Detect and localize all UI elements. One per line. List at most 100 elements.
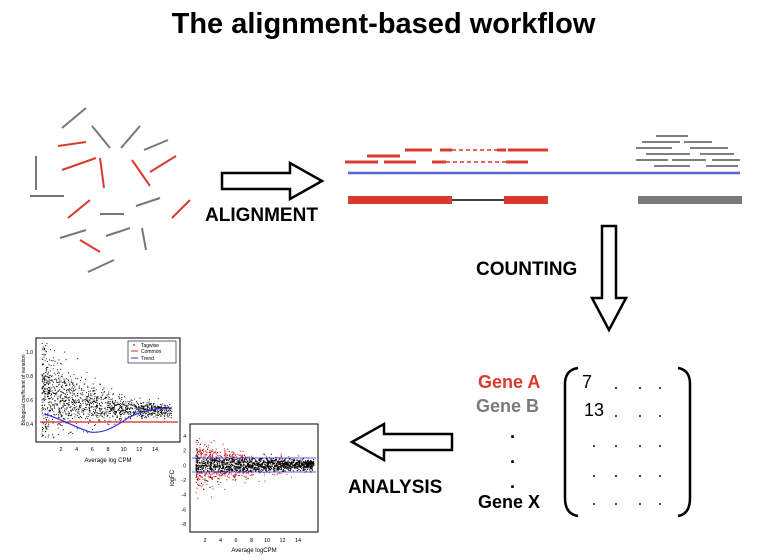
logfc-point <box>280 453 282 455</box>
tagwise-point <box>42 375 44 377</box>
tagwise-point <box>111 406 113 408</box>
tagwise-point <box>170 408 172 410</box>
tagwise-point <box>75 399 77 401</box>
tagwise-point <box>166 405 168 407</box>
tagwise-point <box>132 408 134 410</box>
tagwise-point <box>117 403 119 405</box>
tagwise-point <box>45 374 47 376</box>
tagwise-point <box>59 416 61 419</box>
tagwise-point <box>166 413 168 415</box>
logfc-point <box>205 455 207 457</box>
tagwise-point <box>77 415 79 417</box>
tagwise-point <box>121 398 123 400</box>
tagwise-point <box>153 412 155 415</box>
tagwise-point <box>119 409 121 411</box>
logfc-point <box>196 487 198 489</box>
tagwise-point <box>52 434 54 436</box>
logfc-point <box>279 462 281 464</box>
logfc-point <box>216 466 218 468</box>
tagwise-point <box>46 373 48 375</box>
x-tick-labels: 2 4 6 8 10 12 14 <box>59 447 158 453</box>
logfc-point <box>201 460 203 462</box>
logfc-point <box>205 451 207 453</box>
tagwise-point <box>58 411 60 413</box>
tagwise-point <box>77 402 79 404</box>
tagwise-point <box>107 415 109 417</box>
gene-b-exon <box>638 196 742 204</box>
logfc-point <box>195 467 197 469</box>
tagwise-point <box>106 402 108 404</box>
tagwise-point <box>97 402 99 404</box>
logfc-point <box>296 467 298 469</box>
tagwise-point <box>77 392 79 394</box>
tagwise-point <box>137 406 139 409</box>
tagwise-point <box>41 412 43 414</box>
y-tick-labels: 0.40.60.81.0 <box>26 350 33 428</box>
logfc-point <box>252 466 254 468</box>
tagwise-point <box>166 409 168 411</box>
tagwise-point <box>116 404 118 406</box>
logfc-point <box>224 458 226 460</box>
tagwise-point <box>127 407 129 409</box>
logfc-point <box>252 474 254 476</box>
tagwise-point <box>45 393 47 395</box>
tagwise-point <box>119 404 121 407</box>
tagwise-point <box>81 392 83 394</box>
tagwise-point <box>109 413 111 415</box>
tagwise-point <box>92 389 94 392</box>
logfc-point <box>303 468 305 470</box>
tagwise-point <box>48 390 50 392</box>
logfc-point <box>213 476 215 478</box>
tagwise-point <box>149 413 151 415</box>
tagwise-point <box>65 378 67 380</box>
logfc-point <box>301 461 303 463</box>
tagwise-point <box>94 424 97 426</box>
logfc-point <box>242 464 244 466</box>
logfc-point <box>276 468 278 470</box>
tagwise-point <box>79 379 82 381</box>
tagwise-point <box>64 400 67 402</box>
logfc-point <box>202 462 204 464</box>
logfc-point <box>205 466 207 468</box>
logfc-point <box>264 465 266 467</box>
logfc-point <box>256 463 258 465</box>
tagwise-point <box>71 379 73 381</box>
logfc-point <box>239 470 241 472</box>
tagwise-point <box>149 403 152 405</box>
legend-common: Common <box>141 349 162 355</box>
tagwise-point <box>57 372 59 374</box>
tagwise-point <box>161 410 163 412</box>
logfc-point <box>195 455 197 457</box>
tagwise-point <box>115 411 117 413</box>
logfc-point <box>224 453 226 455</box>
tagwise-point <box>51 380 53 382</box>
tagwise-point <box>46 390 48 392</box>
tagwise-point <box>124 408 127 410</box>
tagwise-point <box>89 410 91 412</box>
tagwise-point <box>130 406 132 409</box>
tagwise-point <box>86 409 88 411</box>
tagwise-point <box>146 408 148 410</box>
logfc-point <box>277 465 279 467</box>
tagwise-point <box>153 406 155 408</box>
logfc-point <box>246 467 248 470</box>
tagwise-point <box>76 408 78 410</box>
logfc-point <box>306 466 308 468</box>
logfc-point <box>240 459 242 461</box>
tagwise-point <box>41 399 43 401</box>
logfc-point <box>257 467 259 469</box>
logfc-point <box>199 438 201 440</box>
tagwise-point <box>69 420 71 422</box>
tagwise-point <box>54 393 57 395</box>
tagwise-point <box>49 382 51 384</box>
tagwise-point <box>86 371 88 374</box>
tagwise-point <box>63 403 65 405</box>
tagwise-point <box>89 390 91 392</box>
tagwise-point <box>49 359 51 361</box>
tagwise-point <box>157 412 159 414</box>
logfc-point <box>245 478 247 480</box>
logfc-point <box>309 463 311 465</box>
tagwise-point <box>80 393 82 395</box>
tagwise-point <box>59 396 61 398</box>
